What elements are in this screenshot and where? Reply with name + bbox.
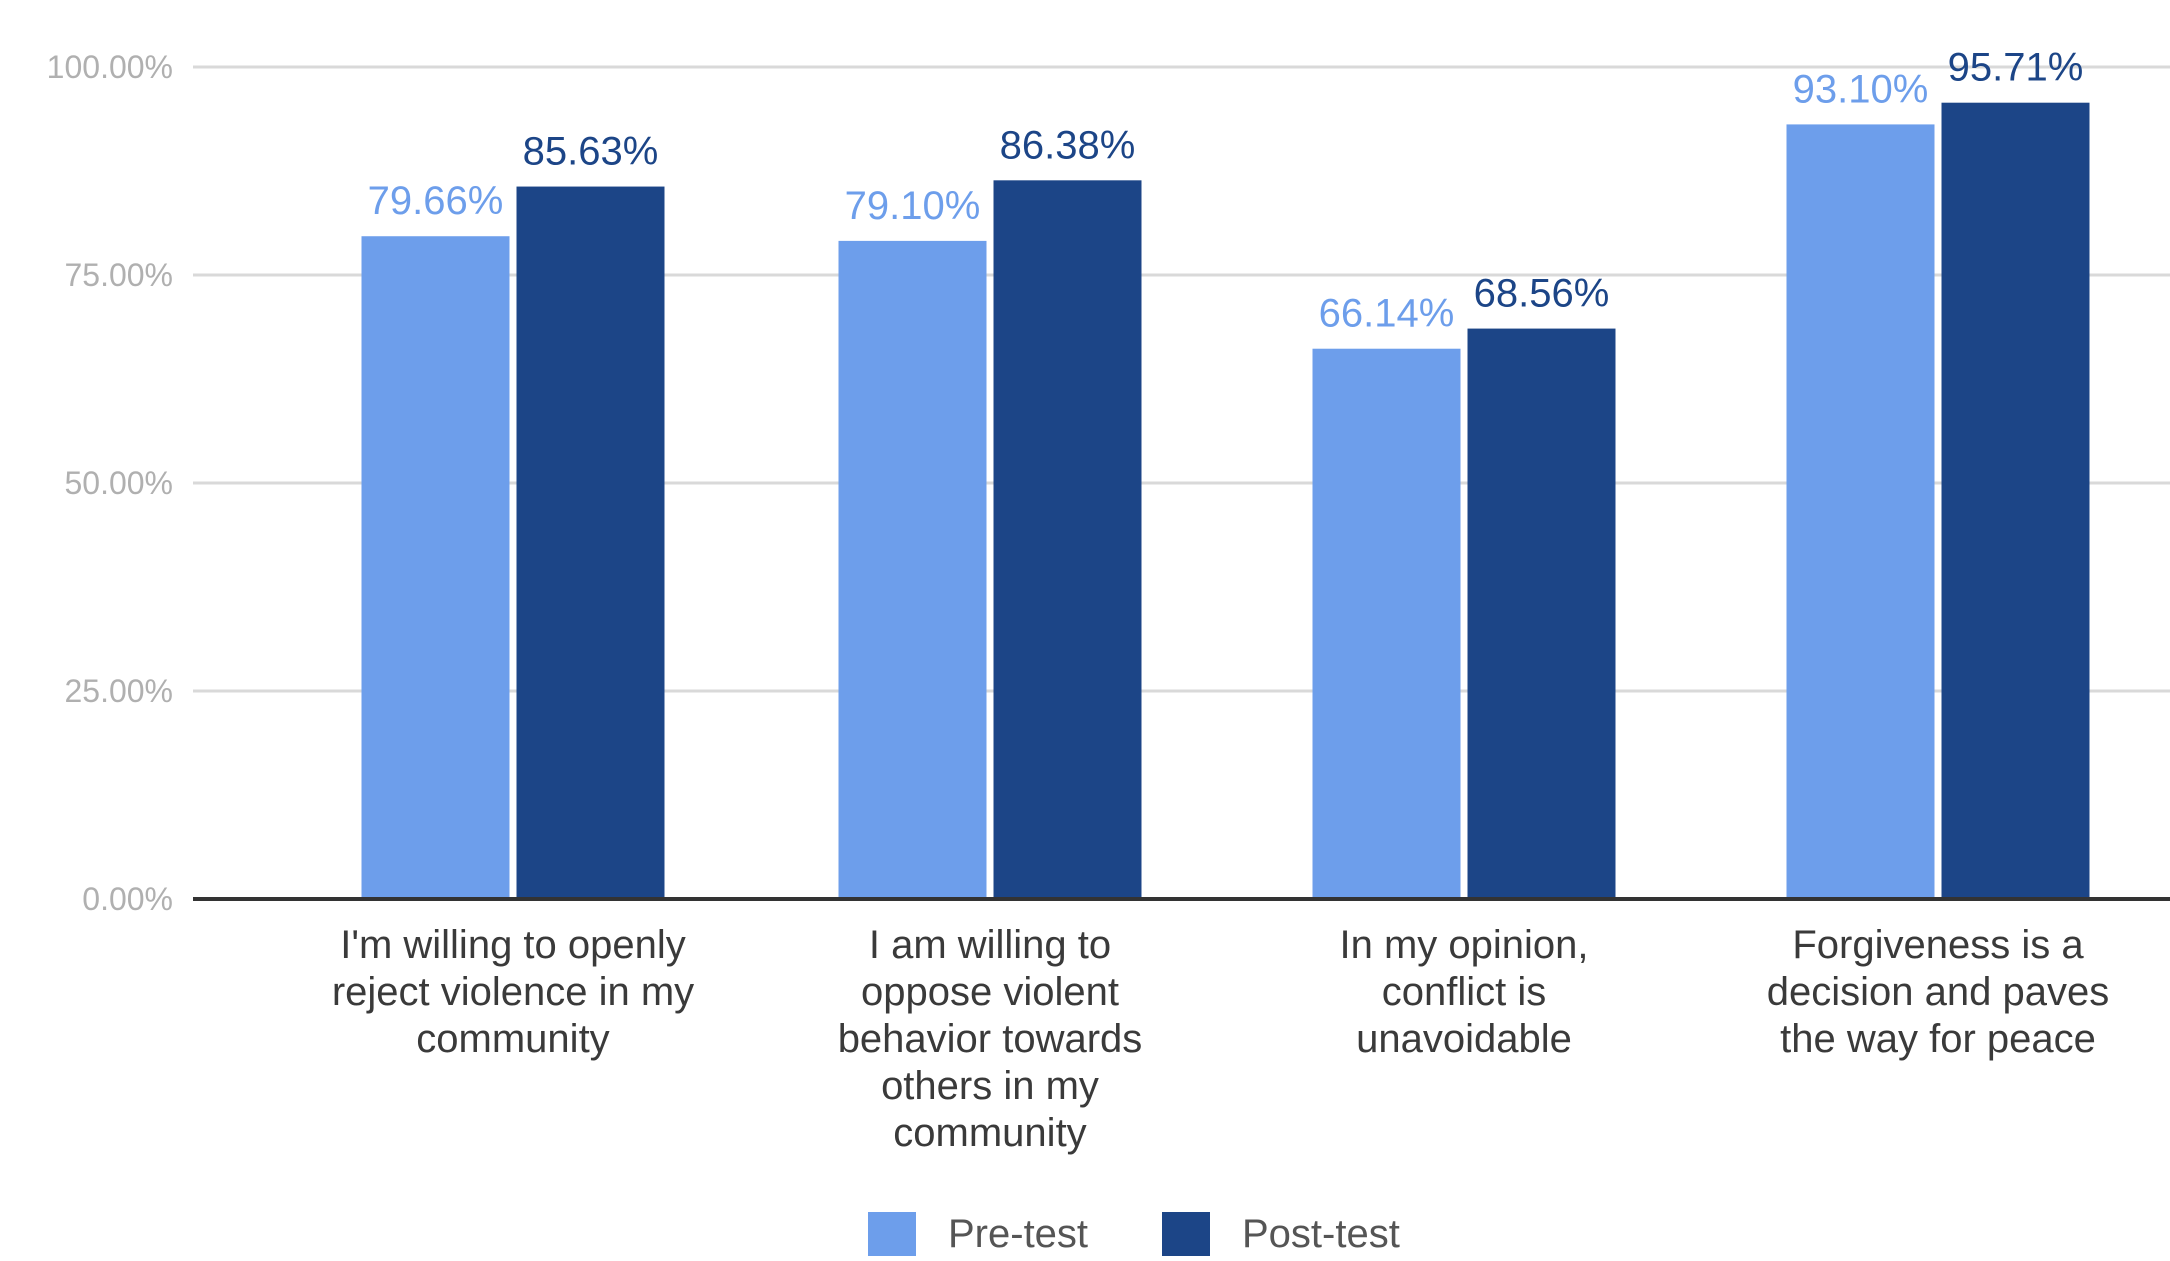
y-tick-label: 25.00% <box>64 673 173 709</box>
legend-swatch <box>868 1212 916 1256</box>
bar-post-test <box>1467 328 1616 899</box>
data-label: 66.14% <box>1319 292 1455 336</box>
data-label: 85.63% <box>523 130 659 174</box>
bar-pre-test <box>361 236 510 899</box>
y-tick-label: 100.00% <box>47 49 173 85</box>
y-tick-label: 50.00% <box>64 465 173 501</box>
x-category-label: I am willing to oppose violent behavior to… <box>838 923 1143 1155</box>
x-category-label: In my opinion, conflict is unavoidable <box>1339 923 1588 1061</box>
data-label: 68.56% <box>1474 272 1610 316</box>
bar-post-test <box>993 180 1142 899</box>
legend-label: Post-test <box>1242 1212 1400 1256</box>
bar-pre-test <box>1786 124 1935 899</box>
bar-pre-test <box>1312 348 1461 899</box>
data-label: 86.38% <box>1000 123 1136 167</box>
data-label: 95.71% <box>1948 46 2084 90</box>
y-tick-label: 75.00% <box>64 257 173 293</box>
x-category-label: I'm willing to openly reject violence in … <box>332 923 694 1061</box>
data-label: 79.10% <box>845 184 981 228</box>
legend-label: Pre-test <box>948 1212 1088 1256</box>
data-label: 93.10% <box>1793 67 1929 111</box>
bar-post-test <box>1941 102 2090 899</box>
bar-post-test <box>516 186 665 899</box>
x-category-label: Forgiveness is a decision and paves the wa… <box>1767 923 2109 1061</box>
bar-pre-test <box>838 240 987 899</box>
y-tick-label: 0.00% <box>82 881 173 917</box>
legend-swatch <box>1162 1212 1210 1256</box>
data-label: 79.66% <box>368 179 504 223</box>
